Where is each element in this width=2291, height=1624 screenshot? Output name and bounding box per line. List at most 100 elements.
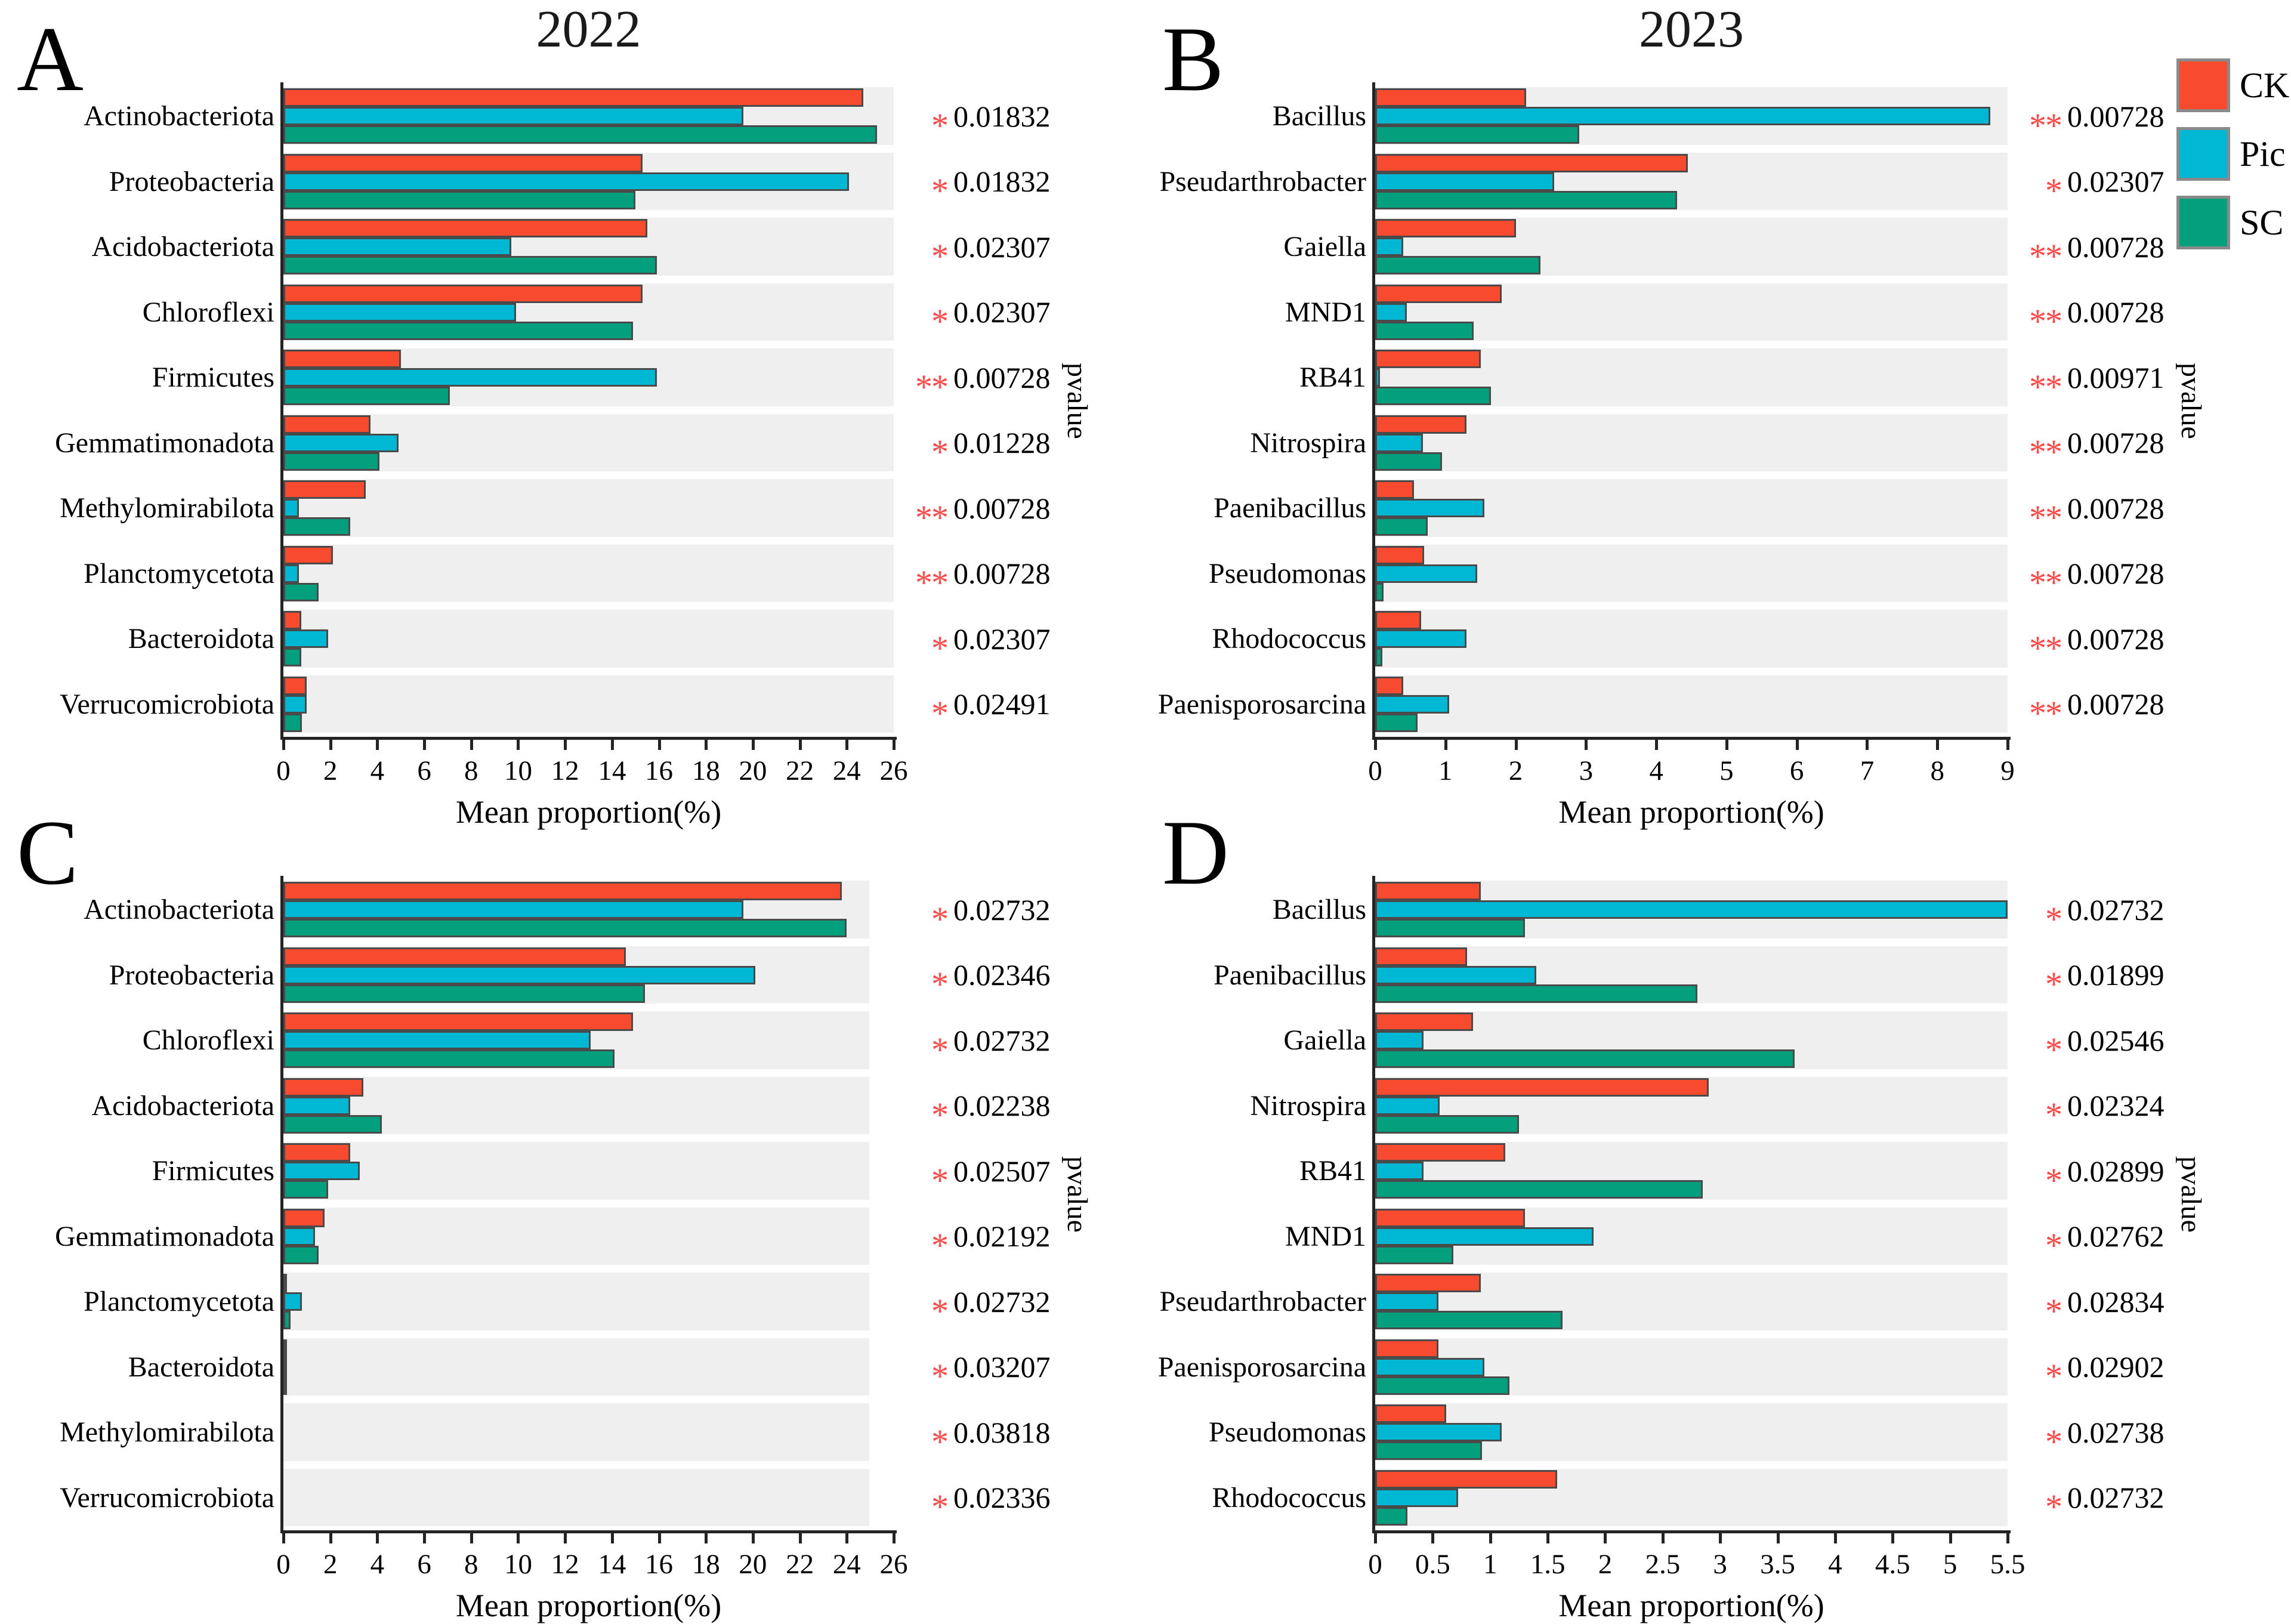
x-axis-tick-label: 20 bbox=[739, 1549, 767, 1580]
x-axis-line bbox=[1372, 1530, 2011, 1533]
significance-stars: ** bbox=[2029, 694, 2062, 733]
row-label: Pseudarthrobacter bbox=[1159, 165, 1366, 197]
bar-ck bbox=[1375, 415, 1467, 434]
bar-sc bbox=[1375, 1114, 1519, 1134]
x-axis-tick bbox=[1655, 740, 1659, 750]
bar-ck bbox=[1375, 153, 1688, 172]
bar-sc bbox=[1375, 190, 1678, 209]
bar-ck bbox=[283, 1012, 634, 1031]
bar-pic bbox=[1375, 368, 1381, 387]
row-label: Gaiella bbox=[1283, 231, 1366, 263]
row-background bbox=[283, 1468, 870, 1526]
significance-stars: * bbox=[931, 1160, 949, 1200]
bar-ck bbox=[283, 415, 370, 434]
bar-sc bbox=[283, 713, 302, 732]
bar-pic bbox=[283, 629, 328, 648]
row-background bbox=[1375, 610, 2008, 668]
x-axis-line bbox=[1372, 737, 2011, 740]
bar-sc bbox=[1375, 1441, 1483, 1460]
pvalue-text: 0.03818 bbox=[953, 1415, 1051, 1449]
row-label: Paenibacillus bbox=[1214, 959, 1366, 991]
x-axis-tick bbox=[1374, 740, 1377, 750]
row-label: Actinobacteriota bbox=[84, 894, 274, 926]
bar-pic bbox=[1375, 900, 2008, 919]
pvalue-text: 0.02738 bbox=[2067, 1415, 2165, 1449]
bar-pic bbox=[283, 237, 511, 256]
pvalue-text: 0.02192 bbox=[953, 1219, 1051, 1253]
row-label: Acidobacteriota bbox=[91, 1089, 274, 1122]
x-axis-tick-label: 24 bbox=[832, 755, 861, 786]
bar-pic bbox=[1375, 1227, 1594, 1246]
bar-pic bbox=[283, 172, 850, 191]
row-label: Pseudomonas bbox=[1209, 1416, 1366, 1449]
row-background bbox=[283, 1142, 870, 1200]
panel-title: 2023 bbox=[1639, 1, 1744, 58]
significance-stars: * bbox=[2045, 899, 2062, 938]
bar-pic bbox=[283, 694, 307, 714]
bar-sc bbox=[1375, 1376, 1510, 1395]
pvalue-text: 0.02902 bbox=[2067, 1350, 2165, 1384]
x-axis-tick bbox=[893, 740, 896, 750]
row-label: Paenibacillus bbox=[1214, 492, 1366, 524]
bar-sc bbox=[283, 648, 301, 666]
x-axis-tick bbox=[610, 740, 614, 750]
significance-stars: ** bbox=[915, 498, 949, 537]
significance-stars: ** bbox=[2029, 302, 2062, 341]
significance-stars: * bbox=[2045, 965, 2062, 1004]
bar-sc bbox=[283, 452, 380, 471]
pvalue-text: 0.02834 bbox=[2067, 1285, 2165, 1319]
panel-letter: A bbox=[17, 8, 84, 110]
x-axis-tick-label: 0 bbox=[276, 1549, 291, 1580]
pvalue-text: 0.00728 bbox=[2067, 622, 2165, 656]
x-axis-tick-label: 3 bbox=[1579, 755, 1594, 786]
bar-pic bbox=[283, 1096, 351, 1115]
x-axis-tick-label: 5 bbox=[1943, 1549, 1957, 1580]
x-axis-tick-label: 8 bbox=[464, 755, 478, 786]
bar-sc bbox=[1375, 648, 1382, 666]
bar-pic bbox=[283, 368, 657, 387]
pvalue-text: 0.02307 bbox=[953, 230, 1051, 264]
pvalue-text: 0.03207 bbox=[953, 1350, 1051, 1384]
x-axis-tick bbox=[610, 1533, 614, 1543]
x-axis-tick bbox=[798, 1533, 802, 1543]
bar-sc bbox=[283, 256, 657, 274]
pvalue-text: 0.02336 bbox=[953, 1481, 1051, 1515]
row-background bbox=[283, 1207, 870, 1265]
pvalue-text: 0.00728 bbox=[2067, 426, 2165, 460]
row-background bbox=[283, 479, 894, 537]
bar-ck bbox=[1375, 1143, 1505, 1162]
bar-ck bbox=[283, 88, 863, 107]
x-axis-tick-label: 10 bbox=[504, 755, 532, 786]
x-axis-tick bbox=[1604, 1533, 1607, 1543]
panel-title: 2022 bbox=[536, 1, 641, 58]
pvalue-text: 0.02732 bbox=[2067, 1481, 2165, 1515]
bar-pic bbox=[1375, 564, 1477, 583]
bar-pic bbox=[1375, 1031, 1424, 1049]
pvalue-text: 0.01899 bbox=[2067, 958, 2165, 992]
x-axis-tick-label: 24 bbox=[832, 1549, 861, 1580]
pvalue-text: 0.01832 bbox=[953, 165, 1051, 199]
pvalue-text: 0.02491 bbox=[953, 687, 1051, 721]
bar-sc bbox=[1375, 919, 1525, 937]
bar-pic bbox=[1375, 237, 1404, 256]
x-axis-tick bbox=[2006, 740, 2009, 750]
x-axis-tick bbox=[845, 1533, 849, 1543]
bar-sc bbox=[1375, 1180, 1703, 1199]
significance-stars: * bbox=[2045, 1291, 2062, 1330]
bar-sc bbox=[1375, 1311, 1563, 1329]
bar-pic bbox=[1375, 1096, 1440, 1115]
y-axis-line bbox=[1372, 876, 1375, 1533]
x-axis-tick-label: 14 bbox=[598, 755, 626, 786]
significance-stars: ** bbox=[2029, 236, 2062, 276]
x-axis-tick bbox=[2006, 1533, 2009, 1543]
pvalue-text: 0.02324 bbox=[2067, 1089, 2165, 1123]
pvalue-text: 0.00728 bbox=[953, 557, 1051, 591]
x-axis-tick bbox=[705, 1533, 708, 1543]
pvalue-axis-label: pvalue bbox=[2175, 362, 2207, 439]
significance-stars: * bbox=[931, 1291, 949, 1330]
x-axis-tick-label: 12 bbox=[551, 755, 579, 786]
x-axis-tick bbox=[1725, 740, 1728, 750]
figure: A 2022 Actinobacteriota * 0.01832 Proteobacte… bbox=[17, 1, 2289, 1624]
row-label: Chloroflexi bbox=[142, 1024, 274, 1057]
pvalue-text: 0.02732 bbox=[2067, 893, 2165, 927]
